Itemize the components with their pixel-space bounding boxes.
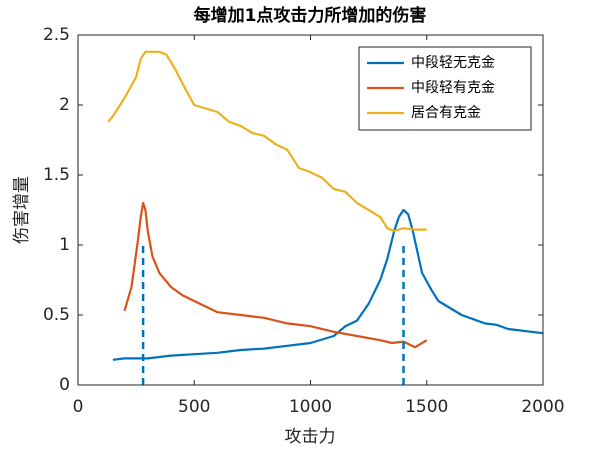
legend-label: 中段轻无克金 [411, 55, 495, 71]
data-line [112, 208, 544, 361]
x-axis-label: 攻击力 [285, 427, 336, 447]
x-tick-label: 2000 [521, 397, 564, 417]
legend-label: 中段轻有克金 [411, 80, 495, 96]
y-tick-label: 0.5 [43, 305, 70, 325]
y-tick-label: 0 [59, 375, 70, 395]
x-tick-label: 1500 [405, 397, 448, 417]
legend-label: 居合有克金 [411, 105, 481, 121]
chart-title: 每增加1点攻击力所增加的伤害 [194, 5, 427, 26]
x-tick-label: 0 [73, 397, 84, 417]
data-line [107, 50, 427, 233]
x-tick-label: 1000 [289, 397, 332, 417]
data-line [123, 201, 428, 349]
y-tick-label: 1.5 [43, 165, 70, 185]
y-tick-label: 2 [59, 95, 70, 115]
x-tick-label: 500 [178, 397, 210, 417]
y-tick-label: 2.5 [43, 25, 70, 45]
y-tick-label: 1 [59, 235, 70, 255]
y-axis-label: 伤害增量 [12, 176, 32, 244]
axes-box [77, 34, 544, 386]
